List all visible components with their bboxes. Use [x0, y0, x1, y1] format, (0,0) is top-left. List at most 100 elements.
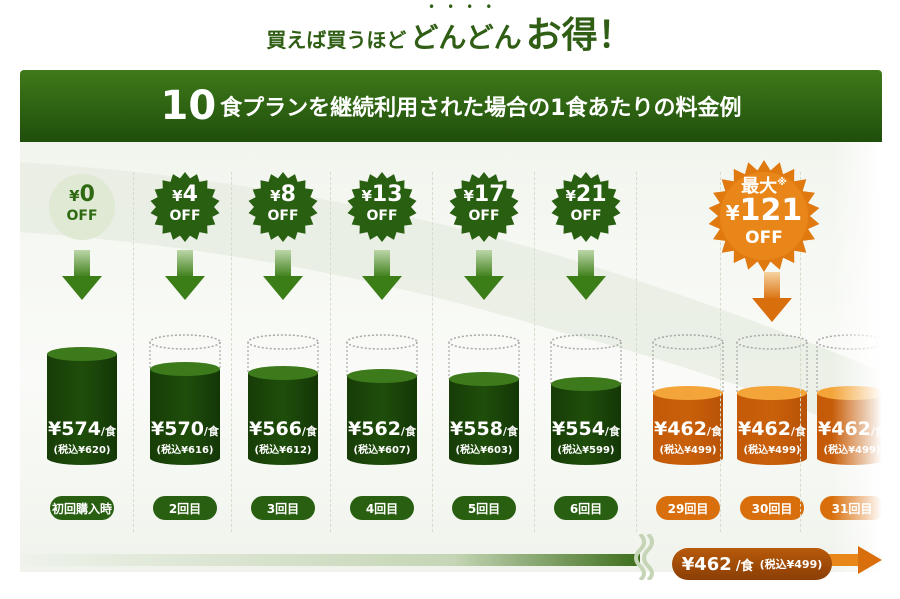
starburst-icon [248, 172, 318, 242]
meal-unit: /食 [706, 425, 722, 438]
purchase-count-label: 6回目 [554, 496, 618, 520]
tagline-part1: 買えば買うほど [266, 28, 407, 52]
max-label: 最大 [741, 176, 778, 197]
meal-price: ¥554 [552, 418, 605, 440]
down-arrow-icon [165, 250, 205, 300]
circle-badge-icon [49, 174, 115, 240]
glass-icon [448, 334, 520, 465]
down-arrow-icon [464, 250, 504, 300]
meal-unit: /食 [203, 425, 219, 438]
badge-yen: ¥ [172, 187, 183, 205]
plan-column: ¥462/食 (税込¥499) 30回目 [720, 142, 824, 532]
badge-yen: ¥ [361, 187, 372, 205]
column-separator [432, 172, 434, 532]
glass-icon [652, 334, 724, 465]
purchase-count-label: 29回目 [656, 496, 720, 520]
progress-bar [20, 554, 640, 566]
final-unit: /食 [735, 558, 754, 574]
meal-price: ¥570 [151, 418, 204, 440]
discount-badge: ¥17 OFF [449, 172, 519, 242]
discount-badge: ¥8 OFF [248, 172, 318, 242]
starburst-icon [551, 172, 621, 242]
badge-discount: 0 [79, 182, 95, 207]
starburst-icon [347, 172, 417, 242]
badge-discount: 21 [575, 182, 607, 207]
glass-chart: ¥574/食 (税込¥620) [46, 334, 118, 466]
meal-tax: (税込¥620) [53, 445, 111, 456]
emphasis-dots: •••• [428, 0, 505, 14]
max-discount-badge: 最大※ ¥121 OFF [708, 160, 820, 272]
glass-icon [247, 334, 319, 465]
plan-banner: 10 食プランを継続利用された場合の1食あたりの料金例 [20, 70, 882, 142]
purchase-count-label: 4回目 [350, 496, 414, 520]
meal-unit: /食 [400, 425, 416, 438]
background-swoosh [20, 162, 882, 442]
glass-icon [346, 334, 418, 465]
max-off: OFF [745, 228, 783, 248]
badge-yen: ¥ [270, 187, 281, 205]
price-chart-area: ¥0 OFF ¥574/食 (税込¥620) 初回購入時 ¥4 OFF [20, 142, 882, 572]
starburst-icon [449, 172, 519, 242]
meal-tax: (税込¥499) [743, 445, 801, 456]
glass-icon [550, 334, 622, 465]
meal-price: ¥566 [249, 418, 302, 440]
column-separator [330, 172, 332, 532]
down-arrow-icon [566, 250, 606, 300]
column-separator [636, 172, 638, 532]
discount-badge: ¥0 OFF [47, 172, 117, 242]
badge-discount: 13 [371, 182, 403, 207]
meal-price: ¥558 [450, 418, 503, 440]
badge-discount: 17 [473, 182, 505, 207]
meal-tax: (税込¥499) [659, 445, 717, 456]
max-yen: ¥ [725, 201, 740, 225]
column-separator [720, 172, 722, 532]
column-separator [231, 172, 233, 532]
glass-chart: ¥558/食 (税込¥603) [448, 334, 520, 466]
badge-yen: ¥ [565, 187, 576, 205]
column-separator [800, 172, 802, 532]
badge-discount: 4 [182, 182, 198, 207]
plan-column: ¥4 OFF ¥570/食 (税込¥616) 2回目 [133, 142, 237, 532]
glass-icon [149, 334, 221, 465]
plan-column: ¥17 OFF ¥558/食 (税込¥603) 5回目 [432, 142, 536, 532]
meal-unit: /食 [301, 425, 317, 438]
column-separator [534, 172, 536, 532]
glass-icon [736, 334, 808, 465]
glass-chart: ¥462/食 (税込¥499) [736, 334, 808, 466]
starburst-icon [150, 172, 220, 242]
meal-price: ¥462 [738, 418, 791, 440]
starburst-icon [708, 160, 820, 272]
glass-chart: ¥570/食 (税込¥616) [149, 334, 221, 466]
meal-price: ¥574 [48, 418, 101, 440]
glass-chart: ¥566/食 (税込¥612) [247, 334, 319, 466]
purchase-count-label: 30回目 [740, 496, 804, 520]
badge-off: OFF [169, 208, 201, 224]
meal-tax: (税込¥603) [455, 445, 513, 456]
glass-chart: ¥462/食 (税込¥499) [652, 334, 724, 466]
tagline-emphasis: どんどん [410, 21, 522, 54]
badge-discount: 8 [280, 182, 296, 207]
wave-break-icon [634, 534, 654, 580]
down-arrow-icon [62, 250, 102, 300]
banner-number: 10 [160, 83, 217, 129]
meal-tax: (税込¥616) [156, 445, 214, 456]
meal-unit: /食 [790, 425, 806, 438]
meal-unit: /食 [100, 425, 116, 438]
final-price: ¥462 [681, 553, 732, 575]
bottom-price-bar: ¥462/食 (税込¥499) [20, 520, 882, 580]
plan-column: ¥13 OFF ¥562/食 (税込¥607) 4回目 [330, 142, 434, 532]
tagline: 買えば買うほど どんどん お得！ [0, 6, 900, 58]
glass-icon [47, 347, 117, 465]
purchase-count-label: 5回目 [452, 496, 516, 520]
plan-column: ¥8 OFF ¥566/食 (税込¥612) 3回目 [231, 142, 335, 532]
purchase-count-label: 初回購入時 [50, 496, 114, 520]
badge-off: OFF [267, 208, 299, 224]
meal-price: ¥462 [654, 418, 707, 440]
final-price-capsule: ¥462/食 (税込¥499) [672, 548, 832, 580]
discount-badge: ¥4 OFF [150, 172, 220, 242]
banner-text: 食プランを継続利用された場合の1食あたりの料金例 [220, 96, 742, 121]
right-fade [832, 142, 882, 572]
tagline-part2: お得！ [525, 15, 634, 56]
glass-chart: ¥562/食 (税込¥607) [346, 334, 418, 466]
badge-off: OFF [366, 208, 398, 224]
